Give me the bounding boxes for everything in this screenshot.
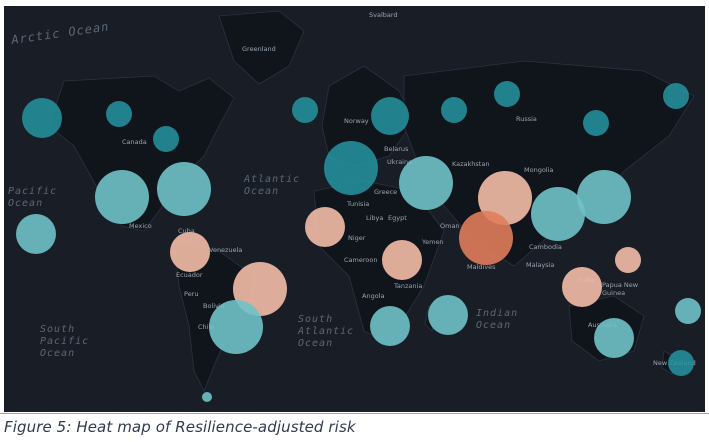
place-label: Kazakhstan [452, 160, 489, 168]
risk-bubble [615, 247, 641, 273]
risk-bubble [459, 211, 513, 265]
risk-bubble [562, 267, 602, 307]
risk-bubble [371, 97, 409, 135]
place-label: Angola [362, 292, 384, 300]
risk-bubble [370, 306, 410, 346]
place-label: Canada [122, 138, 147, 146]
risk-bubble [157, 162, 211, 216]
risk-bubble [428, 295, 468, 335]
risk-bubble [531, 187, 585, 241]
place-label: Ecuador [176, 271, 203, 279]
place-label: Svalbard [369, 11, 398, 19]
risk-bubble [22, 98, 62, 138]
place-label: Russia [516, 115, 537, 123]
place-label: Yemen [421, 238, 444, 246]
place-label: Venezuela [209, 246, 242, 254]
risk-bubble [583, 110, 609, 136]
ocean-label: Indian Ocean [476, 308, 518, 331]
ocean-label: South Pacific Ocean [40, 324, 89, 359]
place-label: Greece [374, 188, 397, 196]
risk-bubble [663, 83, 689, 109]
risk-bubble [202, 392, 212, 402]
risk-bubble [16, 214, 56, 254]
risk-bubble [594, 318, 634, 358]
risk-bubble [106, 101, 132, 127]
landmass-greenland [218, 10, 305, 85]
risk-bubbles [16, 81, 701, 402]
ocean-label: South Atlantic Ocean [297, 314, 354, 349]
place-label: Mexico [129, 222, 152, 230]
place-label: Malaysia [526, 261, 554, 269]
place-label: Cambodia [529, 243, 562, 251]
place-label: Peru [184, 290, 198, 298]
place-label: Tanzania [393, 282, 422, 290]
risk-bubble [292, 97, 318, 123]
caption-separator [0, 413, 709, 414]
ocean-label: Atlantic Ocean [243, 174, 300, 197]
place-label: Cuba [178, 227, 195, 235]
place-label: Mongolia [524, 166, 553, 174]
risk-bubble [441, 97, 467, 123]
place-label: Belarus [384, 145, 409, 153]
place-label: Oman [440, 222, 460, 230]
place-label: Papua New Guinea [602, 281, 639, 297]
risk-bubble [209, 300, 263, 354]
ocean-labels: Arctic Ocean Pacific Ocean Atlantic Ocean Sou… [8, 19, 518, 359]
place-label: Cameroon [344, 256, 377, 264]
place-label: Norway [344, 117, 369, 125]
place-label: Egypt [388, 214, 407, 222]
landmass-europe [321, 65, 415, 167]
place-label: Ukraine [387, 158, 412, 166]
risk-bubble [478, 171, 532, 225]
risk-bubble [494, 81, 520, 107]
risk-bubble [305, 207, 345, 247]
risk-bubble [675, 298, 701, 324]
ocean-label: Arctic Ocean [9, 19, 110, 47]
place-label: Libya [366, 214, 383, 222]
place-labels: Svalbard Greenland Canada Russia Mongolia Kaz… [122, 11, 696, 367]
place-label: Greenland [242, 45, 276, 53]
risk-bubble [399, 156, 453, 210]
place-label: Niger [348, 234, 366, 242]
place-label: Chile [198, 323, 214, 331]
ocean-label: Pacific Ocean [8, 186, 57, 209]
place-label: Maldives [467, 263, 496, 271]
world-map: Arctic Ocean Pacific Ocean Atlantic Ocean Sou… [4, 6, 705, 412]
map-canvas: Arctic Ocean Pacific Ocean Atlantic Ocean Sou… [8, 10, 701, 402]
risk-bubble [324, 141, 378, 195]
place-label: Bolivia [203, 302, 225, 310]
place-label: Tunisia [346, 200, 369, 208]
risk-bubble [577, 170, 631, 224]
risk-bubble [170, 232, 210, 272]
risk-bubble [668, 350, 694, 376]
risk-bubble [153, 126, 179, 152]
risk-bubble [95, 170, 149, 224]
figure-caption: Figure 5: Heat map of Resilience-adjuste… [4, 418, 356, 436]
risk-bubble [382, 240, 422, 280]
